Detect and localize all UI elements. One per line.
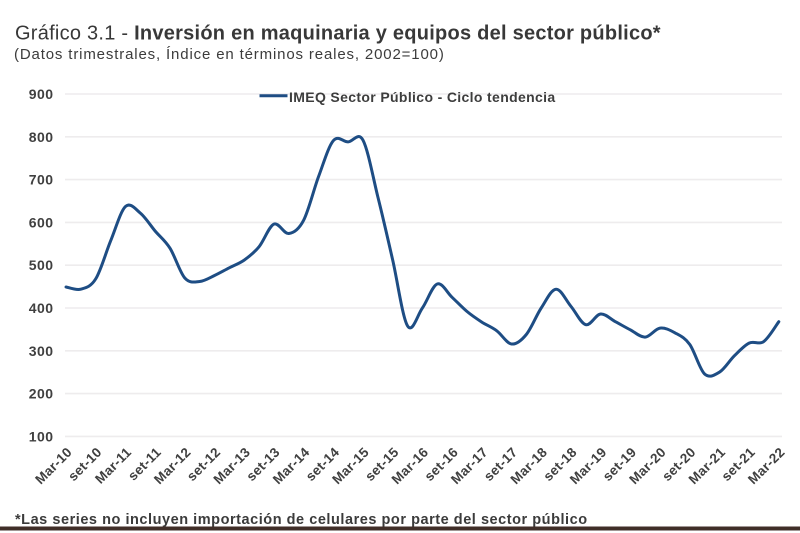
svg-text:500: 500 — [29, 257, 54, 273]
svg-text:*Las series no incluyen import: *Las series no incluyen importación de c… — [15, 512, 588, 528]
svg-text:600: 600 — [29, 214, 54, 230]
svg-text:800: 800 — [29, 129, 54, 145]
svg-text:IMEQ Sector Público - Ciclo te: IMEQ Sector Público - Ciclo tendencia — [289, 89, 556, 105]
svg-text:100: 100 — [29, 428, 54, 444]
svg-text:300: 300 — [29, 343, 54, 359]
svg-text:(Datos trimestrales, Índice en: (Datos trimestrales, Índice en términos … — [14, 46, 445, 63]
svg-text:700: 700 — [29, 172, 54, 188]
svg-text:400: 400 — [29, 300, 54, 316]
svg-text:900: 900 — [29, 86, 54, 102]
svg-text:Gráfico 3.1 - Inversión en maq: Gráfico 3.1 - Inversión en maquinaria y … — [15, 22, 661, 44]
svg-text:200: 200 — [29, 386, 54, 402]
